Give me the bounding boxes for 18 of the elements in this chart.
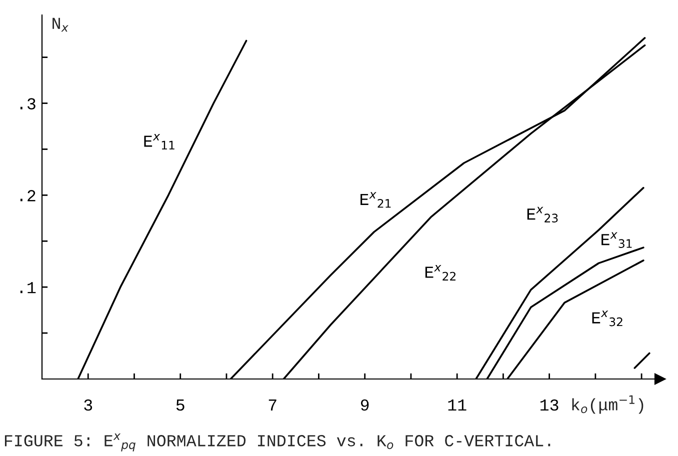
series-label: E$^{x}$$_{22}$: [425, 264, 456, 280]
y-tick-label: .2: [20, 190, 36, 202]
x-tick-label: 11: [448, 400, 466, 411]
series-label: E$^{x}$$_{11}$: [144, 134, 174, 150]
series-label: E$^{x}$$_{23}$: [527, 206, 558, 222]
x-tick-label: 7: [268, 400, 276, 411]
x-axis-title: k$_{o}$(μm$^{−1}$): [572, 395, 644, 414]
x-tick-label: 5: [176, 400, 184, 411]
y-axis-title: N$_{x}$: [52, 18, 68, 32]
series-label: E$^{x}$$_{21}$: [360, 192, 391, 208]
x-tick-label: 9: [360, 399, 369, 411]
series-label: E$^{x}$$_{31}$: [602, 232, 632, 248]
x-tick-label: 13: [540, 399, 558, 411]
series-label: E$^{x}$$_{32}$: [592, 310, 622, 326]
y-tick-label: .3: [20, 98, 36, 110]
y-tick-label: .1: [20, 282, 36, 294]
x-tick-label: 3: [84, 399, 92, 411]
caption: FIGURE 5: E$^{x}$$_{pq}$ NORMALIZED INDICES vs. K$_{o}$ FOR C-VERTICAL.: [4, 433, 550, 452]
